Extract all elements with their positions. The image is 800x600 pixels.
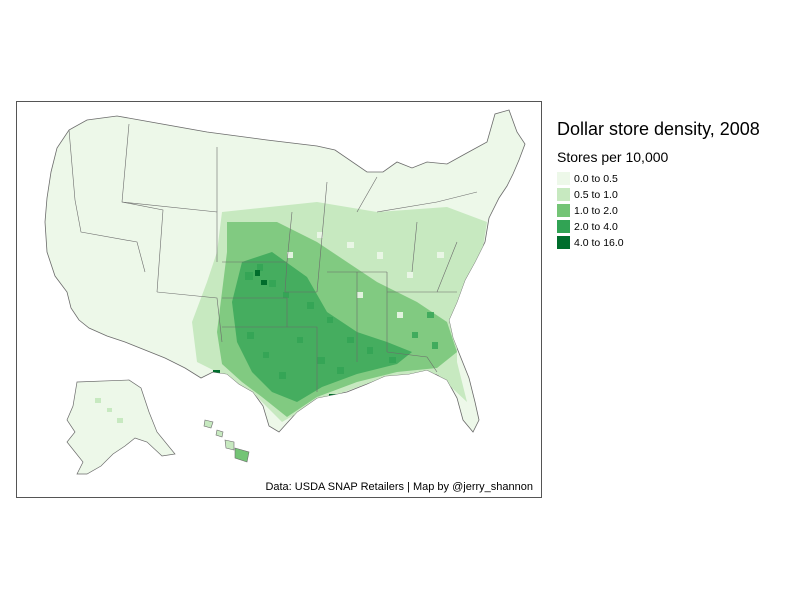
hawaii-islands bbox=[203, 419, 250, 463]
state-boundaries bbox=[68, 123, 478, 392]
legend-item: 0.0 to 0.5 bbox=[557, 172, 792, 185]
legend-label: 2.0 to 4.0 bbox=[574, 220, 618, 233]
legend-item: 2.0 to 4.0 bbox=[557, 220, 792, 233]
map-caption: Data: USDA SNAP Retailers | Map by @jerr… bbox=[265, 481, 533, 493]
legend-subtitle: Stores per 10,000 bbox=[557, 149, 669, 165]
legend-swatch bbox=[557, 172, 570, 185]
alaska-texture bbox=[95, 398, 123, 423]
density-region-high bbox=[232, 252, 412, 402]
legend-label: 0.0 to 0.5 bbox=[574, 172, 618, 185]
county-texture bbox=[245, 264, 438, 379]
us-county-map bbox=[44, 109, 526, 475]
legend-label: 1.0 to 2.0 bbox=[574, 204, 618, 217]
legend-items: 0.0 to 0.5 0.5 to 1.0 1.0 to 2.0 2.0 to … bbox=[557, 172, 792, 249]
legend-item: 1.0 to 2.0 bbox=[557, 204, 792, 217]
legend-title: Dollar store density, 2008 bbox=[557, 119, 760, 139]
county-texture-light bbox=[287, 232, 444, 318]
legend-item: 4.0 to 16.0 bbox=[557, 236, 792, 249]
legend-item: 0.5 to 1.0 bbox=[557, 188, 792, 201]
legend-label: 0.5 to 1.0 bbox=[574, 188, 618, 201]
legend-label: 4.0 to 16.0 bbox=[574, 236, 624, 249]
legend-swatch bbox=[557, 188, 570, 201]
alaska-landmass bbox=[66, 379, 176, 475]
legend: Dollar store density, 2008 Stores per 10… bbox=[557, 118, 792, 252]
map-panel: Data: USDA SNAP Retailers | Map by @jerr… bbox=[16, 101, 542, 498]
legend-swatch bbox=[557, 236, 570, 249]
legend-swatch bbox=[557, 204, 570, 217]
legend-swatch bbox=[557, 220, 570, 233]
